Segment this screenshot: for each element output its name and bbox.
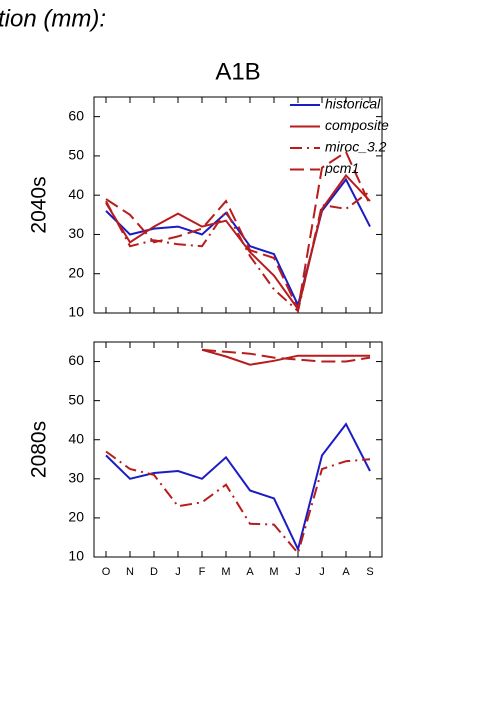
- series-line: [105, 450, 371, 556]
- y-tick-label: 60: [68, 352, 84, 368]
- x-tick-label: N: [126, 566, 134, 578]
- y-tick-label: 30: [68, 225, 84, 241]
- y-tick-label: 50: [68, 147, 84, 163]
- legend-label: composite: [325, 117, 389, 133]
- header: tion (mm):: [0, 5, 106, 32]
- x-tick-label: J: [319, 566, 325, 578]
- x-tick-label: S: [366, 566, 373, 578]
- y-tick-label: 20: [68, 264, 84, 280]
- series-line: [105, 422, 371, 553]
- x-tick-label: J: [175, 566, 181, 578]
- legend-label: pcm1: [324, 160, 359, 176]
- plot-frame: [93, 341, 383, 558]
- y-tick-label: 40: [68, 430, 84, 446]
- y-tick-label: 10: [68, 548, 84, 564]
- chart-title: A1B: [215, 58, 260, 85]
- series-line: [105, 173, 371, 312]
- x-tick-label: M: [221, 566, 230, 578]
- series-line: [201, 348, 371, 363]
- x-tick-label: F: [199, 566, 206, 578]
- y-tick-label: 20: [68, 509, 84, 525]
- y-tick-label: 60: [68, 107, 84, 123]
- x-tick-label: A: [246, 566, 254, 578]
- series-line: [105, 190, 371, 313]
- x-tick-label: M: [269, 566, 278, 578]
- y-tick-label: 10: [68, 304, 84, 320]
- legend-label: miroc_3.2: [325, 139, 387, 155]
- y-tick-label: 30: [68, 470, 84, 486]
- y-tick-label: 50: [68, 391, 84, 407]
- y-axis-label: 2040s: [28, 176, 51, 233]
- x-tick-label: D: [150, 566, 158, 578]
- x-tick-label: O: [102, 566, 111, 578]
- y-tick-label: 40: [68, 186, 84, 202]
- x-tick-label: J: [295, 566, 301, 578]
- legend-label: historical: [325, 96, 381, 112]
- x-tick-label: A: [342, 566, 350, 578]
- y-axis-label: 2080s: [28, 421, 51, 478]
- plot-frame: [93, 96, 383, 314]
